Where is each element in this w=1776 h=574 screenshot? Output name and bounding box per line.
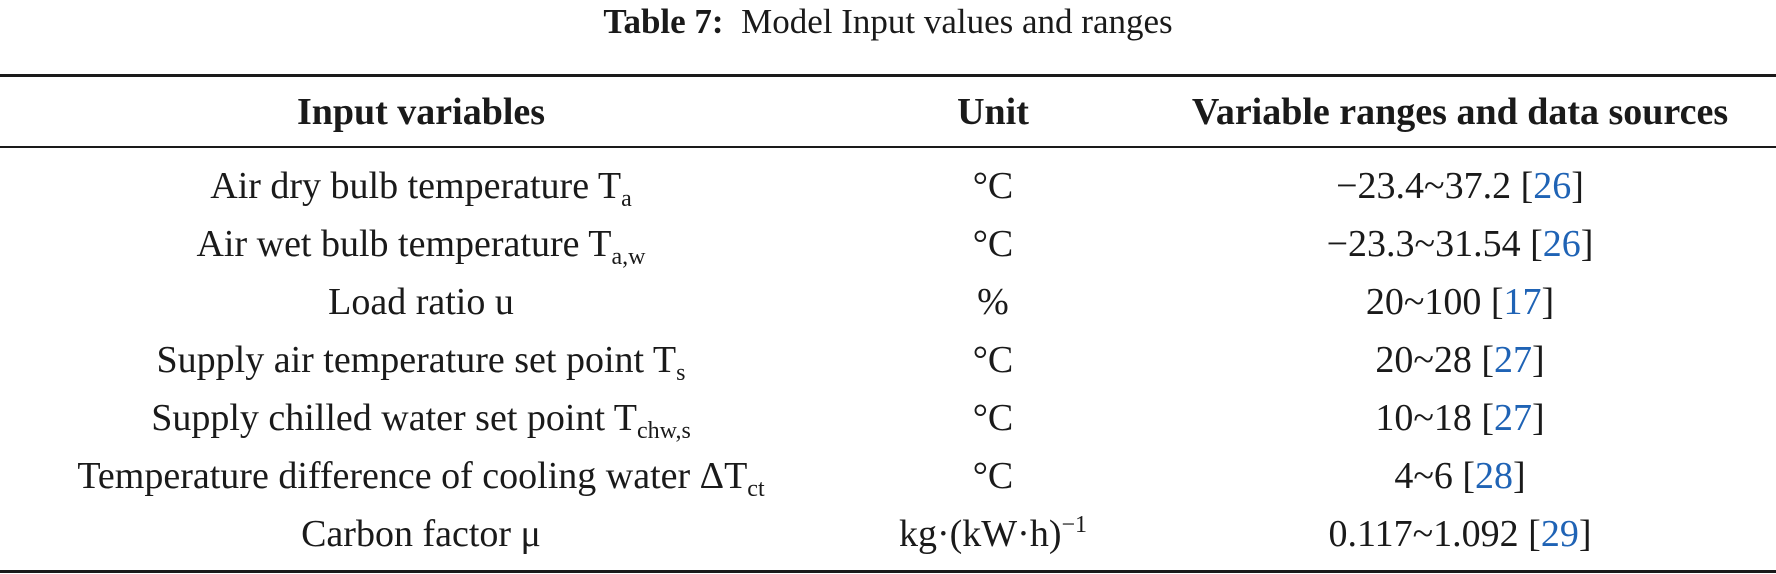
unit-text: kg·(kW·h): [898, 513, 1062, 555]
unit-text: %: [977, 281, 1009, 323]
unit-cell: °C: [842, 447, 1144, 505]
table-row: Air dry bulb temperature Ta °C −23.4~37.…: [0, 157, 1776, 215]
variable-cell: Carbon factor μ: [0, 505, 842, 563]
unit-cell: °C: [842, 331, 1144, 389]
variable-cell: Load ratio u: [0, 273, 842, 331]
table-row: Temperature difference of cooling water …: [0, 447, 1776, 505]
variable-cell: Supply air temperature set point Ts: [0, 331, 842, 389]
variable-cell: Supply chilled water set point Tchw,s: [0, 389, 842, 447]
table-row: Load ratio u % 20~100 [17]: [0, 273, 1776, 331]
unit-cell: kg·(kW·h)−1: [842, 505, 1144, 563]
table-row: Carbon factor μ kg·(kW·h)−1 0.117~1.092 …: [0, 505, 1776, 563]
range-cell: 20~100 [17]: [1365, 281, 1555, 323]
variable-cell: Temperature difference of cooling water …: [0, 447, 842, 505]
citation-link[interactable]: 29: [1540, 513, 1579, 555]
input-values-table: Input variables Unit Variable ranges and…: [0, 77, 1776, 563]
variable-subscript: s: [676, 360, 686, 386]
citation-link[interactable]: 26: [1533, 165, 1572, 207]
citation-link[interactable]: 28: [1475, 455, 1514, 497]
unit-text: °C: [972, 397, 1014, 439]
bottom-rule: [0, 570, 1776, 573]
range-value: 4~6: [1394, 455, 1453, 497]
variable-subscript: a,w: [611, 244, 646, 270]
table-row: Supply chilled water set point Tchw,s °C…: [0, 389, 1776, 447]
variable-name: Supply air temperature set point T: [156, 339, 677, 381]
citation-link[interactable]: 27: [1494, 339, 1533, 381]
unit-cell: °C: [842, 157, 1144, 215]
table-row: Supply air temperature set point Ts °C 2…: [0, 331, 1776, 389]
citation-link[interactable]: 27: [1494, 397, 1533, 439]
unit-text: °C: [972, 455, 1014, 497]
range-cell: 20~28 [27]: [1375, 339, 1545, 381]
range-value: 20~28: [1375, 339, 1472, 381]
variable-name: Temperature difference of cooling water …: [77, 455, 748, 497]
variable-cell: Air dry bulb temperature Ta: [0, 157, 842, 215]
range-value: 10~18: [1375, 397, 1472, 439]
column-header-unit: Unit: [957, 90, 1029, 133]
header-row: Input variables Unit Variable ranges and…: [0, 77, 1776, 146]
variable-subscript: ct: [747, 476, 765, 502]
variable-subscript: a: [621, 186, 632, 212]
column-header-input-variables: Input variables: [296, 90, 546, 133]
range-cell: 4~6 [28]: [1394, 455, 1526, 497]
table-caption: Table 7: Model Input values and ranges: [0, 2, 1776, 42]
top-rule: [0, 74, 1776, 77]
range-value: 0.117~1.092: [1328, 513, 1519, 555]
range-cell: −23.4~37.2 [26]: [1336, 165, 1584, 207]
unit-text: °C: [972, 339, 1014, 381]
variable-cell: Air wet bulb temperature Ta,w: [0, 215, 842, 273]
unit-cell: %: [842, 273, 1144, 331]
variable-subscript: chw,s: [637, 418, 691, 444]
variable-name: Air dry bulb temperature T: [210, 165, 622, 207]
range-cell: −23.3~31.54 [26]: [1326, 223, 1594, 265]
table-row: Air wet bulb temperature Ta,w °C −23.3~3…: [0, 215, 1776, 273]
unit-cell: °C: [842, 389, 1144, 447]
variable-name: Carbon factor μ: [301, 513, 541, 555]
range-value: −23.3~31.54: [1326, 223, 1521, 265]
range-value: −23.4~37.2: [1336, 165, 1512, 207]
header-rule: [0, 146, 1776, 148]
citation-link[interactable]: 26: [1542, 223, 1581, 265]
range-cell: 10~18 [27]: [1375, 397, 1545, 439]
variable-name: Load ratio u: [328, 281, 514, 323]
unit-cell: °C: [842, 215, 1144, 273]
range-cell: 0.117~1.092 [29]: [1328, 513, 1592, 555]
unit-text: °C: [972, 165, 1014, 207]
column-header-ranges-sources: Variable ranges and data sources: [1191, 90, 1729, 133]
caption-text: Model Input values and ranges: [741, 2, 1173, 41]
citation-link[interactable]: 17: [1503, 281, 1542, 323]
range-value: 20~100: [1365, 281, 1482, 323]
variable-name: Supply chilled water set point T: [151, 397, 638, 439]
caption-label: Table 7:: [603, 2, 724, 41]
unit-text: °C: [972, 223, 1014, 265]
unit-superscript: −1: [1061, 512, 1088, 538]
variable-name: Air wet bulb temperature T: [196, 223, 612, 265]
